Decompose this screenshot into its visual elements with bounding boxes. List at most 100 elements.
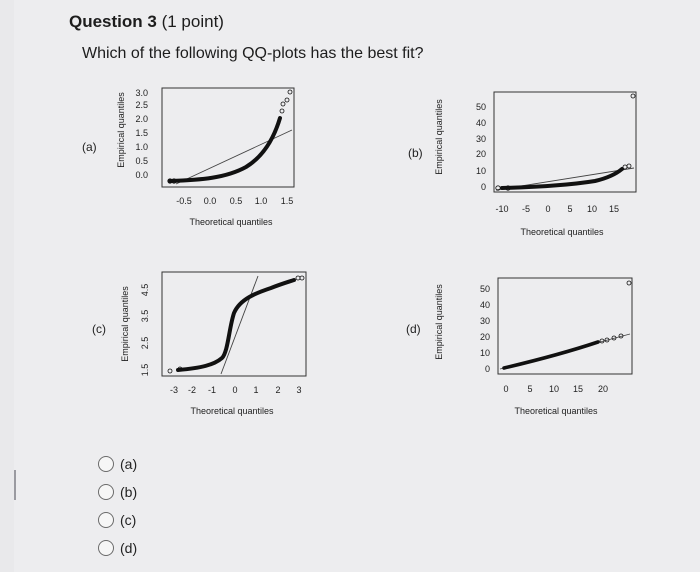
plot-b-ytick: 20	[476, 149, 486, 159]
option-d-label: (d)	[120, 540, 138, 556]
panel-b-label: (b)	[408, 146, 423, 160]
plot-d-point	[611, 335, 617, 341]
qq-plot-c-svg: Empirical quantiles 1.5 2.5 3.5 4.5 -3 -…	[120, 271, 307, 416]
plot-d-point	[618, 333, 624, 339]
question-prompt: Which of the following QQ-plots has the …	[82, 45, 424, 62]
plot-c-ytick: 1.5	[140, 364, 150, 377]
plot-c-xticks: -3 -2 -1 0 1 2 3	[170, 385, 302, 395]
plot-b-ytick: 0	[481, 182, 486, 192]
plot-a-xtick: 1.0	[255, 196, 268, 206]
plot-a-reference-line	[175, 129, 293, 185]
option-c-label: (c)	[120, 512, 137, 528]
option-b[interactable]: (b)	[98, 478, 137, 506]
qq-plot-a-svg: Empirical quantiles 3.0 2.5 2.0 1.5 1.0 …	[116, 87, 295, 227]
plot-d-xtick: 15	[573, 384, 583, 394]
plot-c-point	[167, 368, 173, 374]
plot-a-point	[279, 108, 285, 114]
option-d[interactable]: (d)	[98, 534, 137, 562]
plot-d-ytick: 10	[480, 348, 490, 358]
radio-option-b[interactable]	[98, 484, 114, 500]
plot-c-xtick: -1	[208, 385, 216, 395]
plot-b-frame	[493, 91, 637, 193]
question-title: Question 3 (1 point)	[69, 12, 224, 32]
plot-c-xtick: 0	[232, 385, 237, 395]
plot-b-point	[622, 164, 628, 170]
plot-c-point	[299, 275, 305, 281]
plot-c-xtick: 1	[253, 385, 258, 395]
plot-a-ytick: 0.5	[135, 156, 148, 166]
plot-a-yticks: 3.0 2.5 2.0 1.5 1.0 0.5 0.0	[135, 88, 148, 180]
plot-b-xtick: 15	[609, 204, 619, 214]
radio-option-c[interactable]	[98, 512, 114, 528]
panel-d-label: (d)	[406, 322, 421, 336]
plot-a-xtick: -0.5	[176, 196, 192, 206]
plot-b-xlabel: Theoretical quantiles	[520, 227, 604, 237]
plot-b-point	[626, 163, 632, 169]
qq-plot-c: Empirical quantiles 1.5 2.5 3.5 4.5 -3 -…	[106, 266, 316, 431]
plot-d-xtick: 0	[503, 384, 508, 394]
plot-b-ytick: 40	[476, 118, 486, 128]
plot-a-points	[168, 116, 282, 183]
plot-b-xtick: -10	[495, 204, 508, 214]
plot-c-point	[295, 275, 301, 281]
plot-b-point	[495, 185, 501, 191]
plot-b-point	[630, 93, 636, 99]
plot-d-ytick: 50	[480, 284, 490, 294]
plot-d-xtick: 10	[549, 384, 559, 394]
plot-a-ytick: 2.5	[135, 100, 148, 110]
plot-c-xtick: -3	[170, 385, 178, 395]
plot-c-xtick: 2	[275, 385, 280, 395]
question-sheet: Question 3 (1 point) Which of the follow…	[14, 0, 700, 572]
plot-c-point	[177, 366, 183, 372]
plot-d-ytick: 20	[480, 332, 490, 342]
plot-d-points	[502, 340, 600, 370]
plot-b-xtick: 0	[545, 204, 550, 214]
plot-a-xtick: 1.5	[281, 196, 294, 206]
radio-option-d[interactable]	[98, 540, 114, 556]
plot-a-point	[171, 178, 177, 184]
plot-d-point	[626, 280, 632, 286]
qq-plot-b-svg: Empirical quantiles 50 40 30 20 10 0 -10…	[434, 91, 637, 237]
plot-d-ylabel: Empirical quantiles	[434, 284, 444, 360]
question-points: (1 point)	[161, 12, 224, 31]
plot-a-point	[284, 97, 290, 103]
plot-d-frame	[497, 277, 633, 375]
plot-a-xlabel: Theoretical quantiles	[189, 217, 273, 227]
plot-a-point	[280, 101, 286, 107]
panel-a-label: (a)	[82, 140, 97, 154]
plot-b-xticks: -10 -5 0 5 10 15	[495, 204, 619, 214]
answer-options: (a) (b) (c) (d)	[98, 450, 137, 562]
plot-a-ylabel: Empirical quantiles	[116, 92, 126, 168]
plot-b-ytick: 10	[476, 166, 486, 176]
qq-plot-d-svg: Empirical quantiles 50 40 30 20 10 0 0 5…	[434, 277, 633, 416]
question-number: Question 3	[69, 12, 157, 31]
plot-d-ytick: 0	[485, 364, 490, 374]
plot-a-ytick: 3.0	[135, 88, 148, 98]
plot-d-xticks: 0 5 10 15 20	[503, 384, 608, 394]
plot-c-ytick: 3.5	[140, 310, 150, 323]
plot-c-xtick: -2	[188, 385, 196, 395]
option-c[interactable]: (c)	[98, 506, 137, 534]
qq-plot-a: Empirical quantiles 3.0 2.5 2.0 1.5 1.0 …	[106, 82, 306, 242]
plot-c-ylabel: Empirical quantiles	[120, 286, 130, 362]
radio-option-a[interactable]	[98, 456, 114, 472]
plot-c-ytick: 2.5	[140, 337, 150, 350]
plot-d-xlabel: Theoretical quantiles	[514, 406, 598, 416]
plot-d-point	[604, 337, 610, 343]
option-a-label: (a)	[120, 456, 138, 472]
qq-plot-b: Empirical quantiles 50 40 30 20 10 0 -10…	[430, 82, 640, 252]
panel-c-label: (c)	[92, 322, 106, 336]
edge-mark	[14, 470, 16, 500]
plot-d-xtick: 5	[527, 384, 532, 394]
plot-d-ytick: 40	[480, 300, 490, 310]
plot-c-frame	[161, 271, 307, 377]
plot-b-xtick: 10	[587, 204, 597, 214]
option-a[interactable]: (a)	[98, 450, 137, 478]
plot-c-points	[176, 278, 296, 372]
plot-c-reference-line	[220, 275, 259, 375]
plot-d-xtick: 20	[598, 384, 608, 394]
plot-b-xtick: 5	[567, 204, 572, 214]
plot-c-ytick: 4.5	[140, 284, 150, 297]
plot-a-xticks: -0.5 0.0 0.5 1.0 1.5	[176, 196, 293, 206]
plot-b-ytick: 30	[476, 134, 486, 144]
